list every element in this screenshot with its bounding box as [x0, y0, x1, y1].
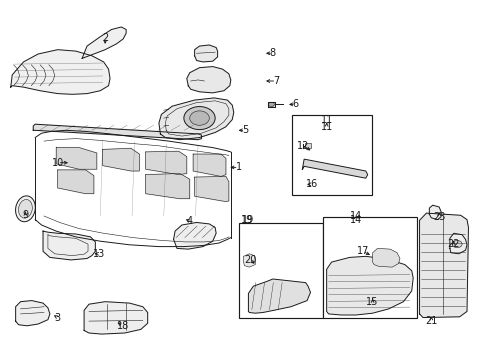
Polygon shape	[102, 148, 139, 171]
Polygon shape	[326, 256, 412, 315]
Polygon shape	[302, 159, 367, 178]
Polygon shape	[43, 231, 95, 260]
Polygon shape	[194, 176, 228, 202]
Bar	[305, 143, 310, 148]
Polygon shape	[194, 45, 217, 62]
Text: 1: 1	[235, 162, 241, 172]
Polygon shape	[449, 233, 466, 254]
Polygon shape	[372, 248, 399, 267]
Polygon shape	[419, 213, 468, 318]
Text: 14: 14	[349, 215, 362, 225]
Text: 13: 13	[92, 249, 105, 259]
Polygon shape	[428, 205, 440, 220]
Ellipse shape	[16, 196, 35, 222]
Polygon shape	[84, 302, 147, 334]
Text: 15: 15	[366, 297, 378, 307]
Polygon shape	[173, 222, 216, 249]
Polygon shape	[11, 50, 110, 94]
Polygon shape	[243, 254, 255, 267]
Polygon shape	[298, 178, 313, 192]
Text: 5: 5	[242, 125, 248, 135]
Circle shape	[189, 111, 209, 125]
Bar	[238, 223, 322, 318]
Polygon shape	[186, 67, 230, 93]
Text: 19: 19	[242, 215, 254, 225]
Polygon shape	[16, 301, 50, 326]
Polygon shape	[82, 27, 126, 58]
Text: 19: 19	[241, 215, 253, 225]
Polygon shape	[267, 102, 274, 107]
Text: 20: 20	[244, 255, 256, 265]
Text: 21: 21	[424, 316, 437, 326]
Text: 11: 11	[320, 122, 332, 132]
Circle shape	[268, 102, 274, 107]
Text: 2: 2	[102, 33, 108, 43]
Polygon shape	[159, 98, 233, 140]
Text: 22: 22	[447, 239, 459, 249]
Bar	[322, 217, 416, 318]
Text: 3: 3	[55, 312, 61, 323]
Bar	[292, 115, 371, 195]
Text: 23: 23	[432, 212, 445, 222]
Polygon shape	[33, 124, 201, 140]
Text: 14: 14	[349, 211, 362, 221]
Polygon shape	[145, 174, 189, 199]
Text: 12: 12	[296, 141, 309, 151]
Text: 11: 11	[320, 114, 332, 125]
Text: 6: 6	[292, 99, 298, 109]
Text: 4: 4	[186, 216, 192, 226]
Polygon shape	[145, 151, 186, 175]
Text: 7: 7	[273, 76, 279, 86]
Polygon shape	[58, 170, 94, 194]
Text: 17: 17	[356, 246, 368, 256]
Circle shape	[451, 240, 461, 248]
Polygon shape	[193, 154, 225, 176]
Text: 8: 8	[269, 48, 275, 58]
Circle shape	[183, 107, 215, 130]
Polygon shape	[248, 279, 310, 313]
Text: 10: 10	[51, 158, 64, 168]
Text: 9: 9	[22, 210, 28, 220]
Text: 18: 18	[117, 321, 129, 331]
Polygon shape	[56, 148, 97, 169]
Text: 16: 16	[305, 179, 318, 189]
Ellipse shape	[19, 199, 32, 218]
